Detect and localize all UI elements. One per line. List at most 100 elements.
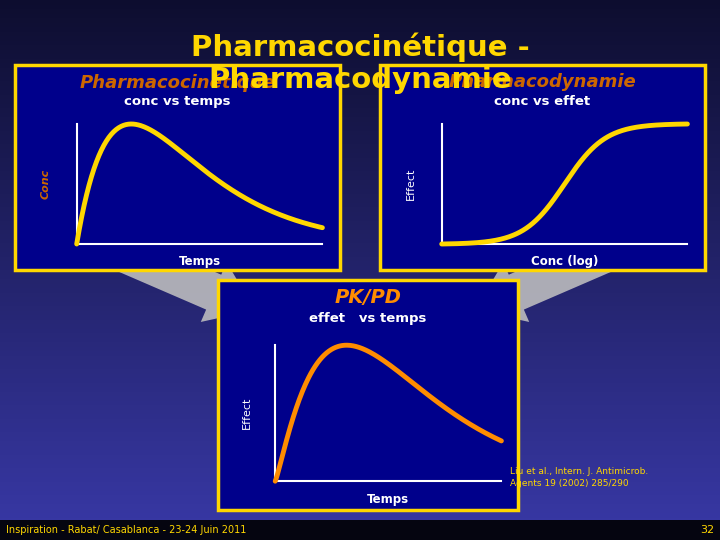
Bar: [0, 116, 720, 122]
Text: conc vs temps: conc vs temps: [125, 95, 230, 108]
Text: Effect: Effect: [241, 397, 251, 429]
Bar: [0, 458, 720, 463]
Bar: [0, 211, 720, 216]
Bar: [0, 66, 720, 72]
Bar: [0, 251, 720, 256]
Bar: [0, 373, 720, 378]
Bar: [0, 103, 720, 108]
Bar: [0, 49, 720, 54]
Bar: [0, 260, 720, 266]
Bar: [0, 44, 720, 50]
Bar: [0, 535, 720, 540]
Bar: [0, 503, 720, 509]
Bar: [0, 184, 720, 189]
Bar: [218, 280, 518, 510]
Bar: [0, 462, 720, 468]
Bar: [0, 305, 720, 310]
Bar: [0, 30, 720, 36]
Text: Effect: Effect: [405, 168, 415, 200]
Bar: [0, 242, 720, 247]
Bar: [0, 228, 720, 234]
Text: conc vs effet: conc vs effet: [495, 95, 590, 108]
Bar: [0, 395, 720, 401]
Bar: [0, 404, 720, 409]
Bar: [0, 255, 720, 261]
Bar: [0, 84, 720, 90]
Bar: [0, 233, 720, 239]
Bar: [0, 238, 720, 243]
Bar: [0, 300, 720, 306]
Bar: [0, 390, 720, 396]
Bar: [0, 165, 720, 171]
Bar: [0, 346, 720, 351]
Bar: [0, 435, 720, 441]
Bar: [0, 520, 720, 540]
Bar: [0, 327, 720, 333]
Bar: [0, 0, 720, 4]
Bar: [0, 138, 720, 144]
Bar: [0, 26, 720, 31]
Bar: [0, 485, 720, 490]
Bar: [0, 174, 720, 180]
Bar: [0, 400, 720, 405]
Bar: [0, 57, 720, 63]
Bar: [0, 440, 720, 445]
Text: 32: 32: [700, 525, 714, 535]
Bar: [0, 363, 720, 369]
Bar: [15, 65, 340, 270]
Bar: [0, 359, 720, 364]
Bar: [0, 125, 720, 131]
Bar: [0, 530, 720, 536]
Text: Temps: Temps: [367, 493, 410, 506]
Bar: [0, 98, 720, 104]
Bar: [0, 494, 720, 500]
Bar: [0, 454, 720, 459]
Bar: [0, 287, 720, 293]
Bar: [0, 354, 720, 360]
Bar: [0, 192, 720, 198]
Bar: [0, 381, 720, 387]
Bar: [0, 89, 720, 94]
Bar: [0, 206, 720, 212]
Bar: [0, 413, 720, 418]
Bar: [0, 134, 720, 139]
Bar: [0, 368, 720, 374]
Text: PK/PD: PK/PD: [335, 288, 402, 307]
Bar: [0, 489, 720, 495]
Bar: [0, 323, 720, 328]
Bar: [0, 17, 720, 23]
Polygon shape: [475, 213, 667, 322]
Bar: [0, 71, 720, 77]
Bar: [0, 476, 720, 482]
Bar: [0, 444, 720, 450]
Bar: [0, 332, 720, 338]
Bar: [0, 377, 720, 382]
Bar: [0, 80, 720, 85]
Text: Pharmacocinétique: Pharmacocinétique: [80, 73, 275, 91]
Bar: [0, 516, 720, 522]
Bar: [0, 314, 720, 320]
Bar: [0, 278, 720, 284]
Bar: [0, 427, 720, 432]
Text: Temps: Temps: [179, 254, 220, 267]
Bar: [0, 152, 720, 158]
Bar: [0, 273, 720, 279]
Bar: [0, 147, 720, 153]
Bar: [0, 215, 720, 220]
Text: Pharmacocinétique -
Pharmacodynamie: Pharmacocinétique - Pharmacodynamie: [191, 32, 529, 94]
Bar: [0, 498, 720, 504]
Text: Pharmacodynamie: Pharmacodynamie: [449, 73, 636, 91]
Bar: [0, 292, 720, 297]
Bar: [0, 408, 720, 414]
Bar: [380, 65, 705, 270]
Bar: [0, 3, 720, 9]
Bar: [0, 39, 720, 45]
Text: Liu et al., Intern. J. Antimicrob.
Agents 19 (2002) 285/290: Liu et al., Intern. J. Antimicrob. Agent…: [510, 467, 648, 488]
Bar: [0, 219, 720, 225]
Bar: [0, 467, 720, 472]
Bar: [0, 76, 720, 81]
Bar: [0, 508, 720, 513]
Bar: [0, 22, 720, 27]
Bar: [0, 188, 720, 193]
Bar: [0, 471, 720, 477]
